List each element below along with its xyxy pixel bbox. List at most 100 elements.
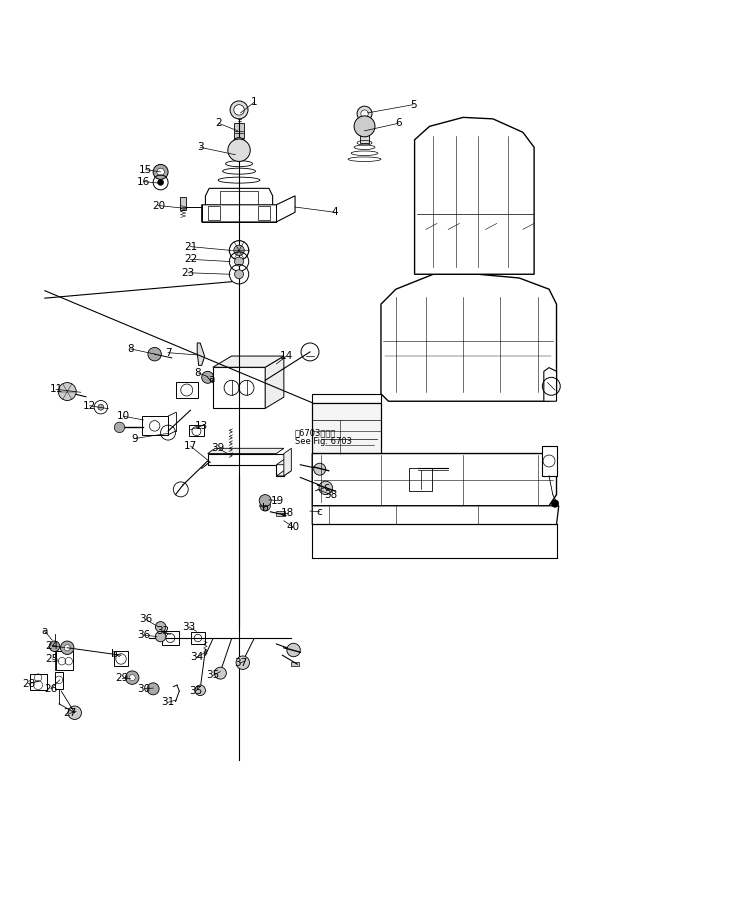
Text: 27: 27	[63, 708, 76, 718]
Text: 30: 30	[137, 684, 151, 694]
Text: 6: 6	[395, 118, 401, 128]
Text: 10: 10	[117, 411, 130, 421]
Circle shape	[236, 656, 249, 669]
Circle shape	[551, 500, 559, 507]
Polygon shape	[276, 471, 291, 476]
Text: 33: 33	[182, 621, 196, 632]
Text: 7: 7	[165, 348, 171, 358]
Text: a: a	[42, 626, 48, 636]
Text: 24: 24	[46, 641, 59, 651]
Text: 11: 11	[49, 384, 63, 395]
Text: 36: 36	[139, 614, 152, 624]
Circle shape	[61, 641, 74, 655]
Polygon shape	[284, 448, 291, 476]
Text: 21: 21	[184, 242, 197, 252]
Bar	[162, 632, 179, 644]
Circle shape	[155, 632, 166, 642]
Text: 9: 9	[131, 433, 137, 443]
Polygon shape	[213, 356, 284, 367]
Circle shape	[58, 383, 76, 400]
Polygon shape	[312, 506, 559, 525]
Circle shape	[195, 685, 205, 695]
Circle shape	[214, 668, 226, 680]
Text: 12: 12	[83, 401, 96, 410]
Text: 31: 31	[161, 697, 175, 707]
Circle shape	[228, 139, 250, 161]
Text: 35: 35	[189, 686, 202, 696]
Circle shape	[68, 706, 81, 719]
Circle shape	[314, 463, 326, 475]
Circle shape	[235, 257, 244, 266]
Polygon shape	[56, 652, 73, 670]
Text: 36: 36	[137, 630, 150, 640]
Circle shape	[230, 100, 248, 119]
Text: See Fig. 6703: See Fig. 6703	[295, 437, 352, 446]
Text: c: c	[317, 507, 323, 517]
Circle shape	[260, 501, 270, 511]
Circle shape	[232, 137, 246, 151]
Text: 第6703図参照: 第6703図参照	[295, 428, 336, 437]
Circle shape	[153, 164, 168, 180]
Bar	[234, 124, 244, 138]
Circle shape	[357, 106, 372, 121]
Text: 40: 40	[286, 522, 300, 532]
Polygon shape	[208, 448, 284, 454]
Circle shape	[148, 348, 161, 361]
Circle shape	[98, 404, 104, 410]
Bar	[360, 129, 369, 143]
Polygon shape	[30, 674, 47, 691]
Text: 18: 18	[281, 508, 294, 518]
Circle shape	[361, 110, 368, 117]
Text: 2: 2	[216, 118, 222, 128]
Text: 14: 14	[279, 351, 293, 361]
Circle shape	[155, 621, 166, 632]
Text: a: a	[208, 373, 214, 384]
Circle shape	[147, 683, 159, 695]
Circle shape	[49, 641, 60, 652]
Bar	[176, 382, 198, 398]
Polygon shape	[312, 394, 381, 403]
Text: 25: 25	[46, 654, 59, 664]
Text: 22: 22	[184, 254, 197, 265]
Text: b: b	[262, 503, 268, 513]
Text: 29: 29	[115, 673, 128, 682]
Circle shape	[158, 180, 164, 185]
Text: 8: 8	[195, 368, 201, 378]
Text: 35: 35	[206, 670, 220, 680]
Circle shape	[125, 671, 139, 684]
Text: 37: 37	[234, 657, 247, 668]
Text: 3: 3	[197, 142, 203, 152]
Polygon shape	[142, 416, 168, 435]
Polygon shape	[415, 117, 534, 274]
Circle shape	[354, 116, 375, 136]
Text: 5: 5	[410, 100, 416, 110]
Text: 26: 26	[44, 684, 58, 694]
Bar	[191, 632, 205, 644]
Text: 8: 8	[128, 344, 134, 354]
Polygon shape	[197, 343, 205, 365]
Polygon shape	[381, 274, 557, 401]
Bar	[276, 511, 285, 515]
Text: b: b	[111, 649, 117, 658]
Text: c: c	[323, 482, 329, 492]
Polygon shape	[312, 454, 557, 506]
Polygon shape	[55, 671, 63, 689]
Circle shape	[114, 422, 125, 432]
Text: 17: 17	[184, 441, 197, 451]
Bar	[180, 196, 186, 210]
Bar	[542, 446, 557, 476]
Circle shape	[157, 168, 164, 176]
Polygon shape	[202, 195, 295, 222]
Polygon shape	[208, 454, 284, 476]
Polygon shape	[213, 367, 265, 408]
Text: 34: 34	[190, 653, 203, 663]
Circle shape	[235, 270, 244, 278]
Polygon shape	[276, 459, 291, 465]
Text: 28: 28	[22, 679, 35, 689]
Circle shape	[129, 675, 135, 680]
Text: 15: 15	[139, 165, 152, 174]
Polygon shape	[409, 468, 432, 491]
Circle shape	[319, 481, 332, 494]
Circle shape	[287, 644, 300, 656]
Text: 32: 32	[156, 626, 170, 636]
